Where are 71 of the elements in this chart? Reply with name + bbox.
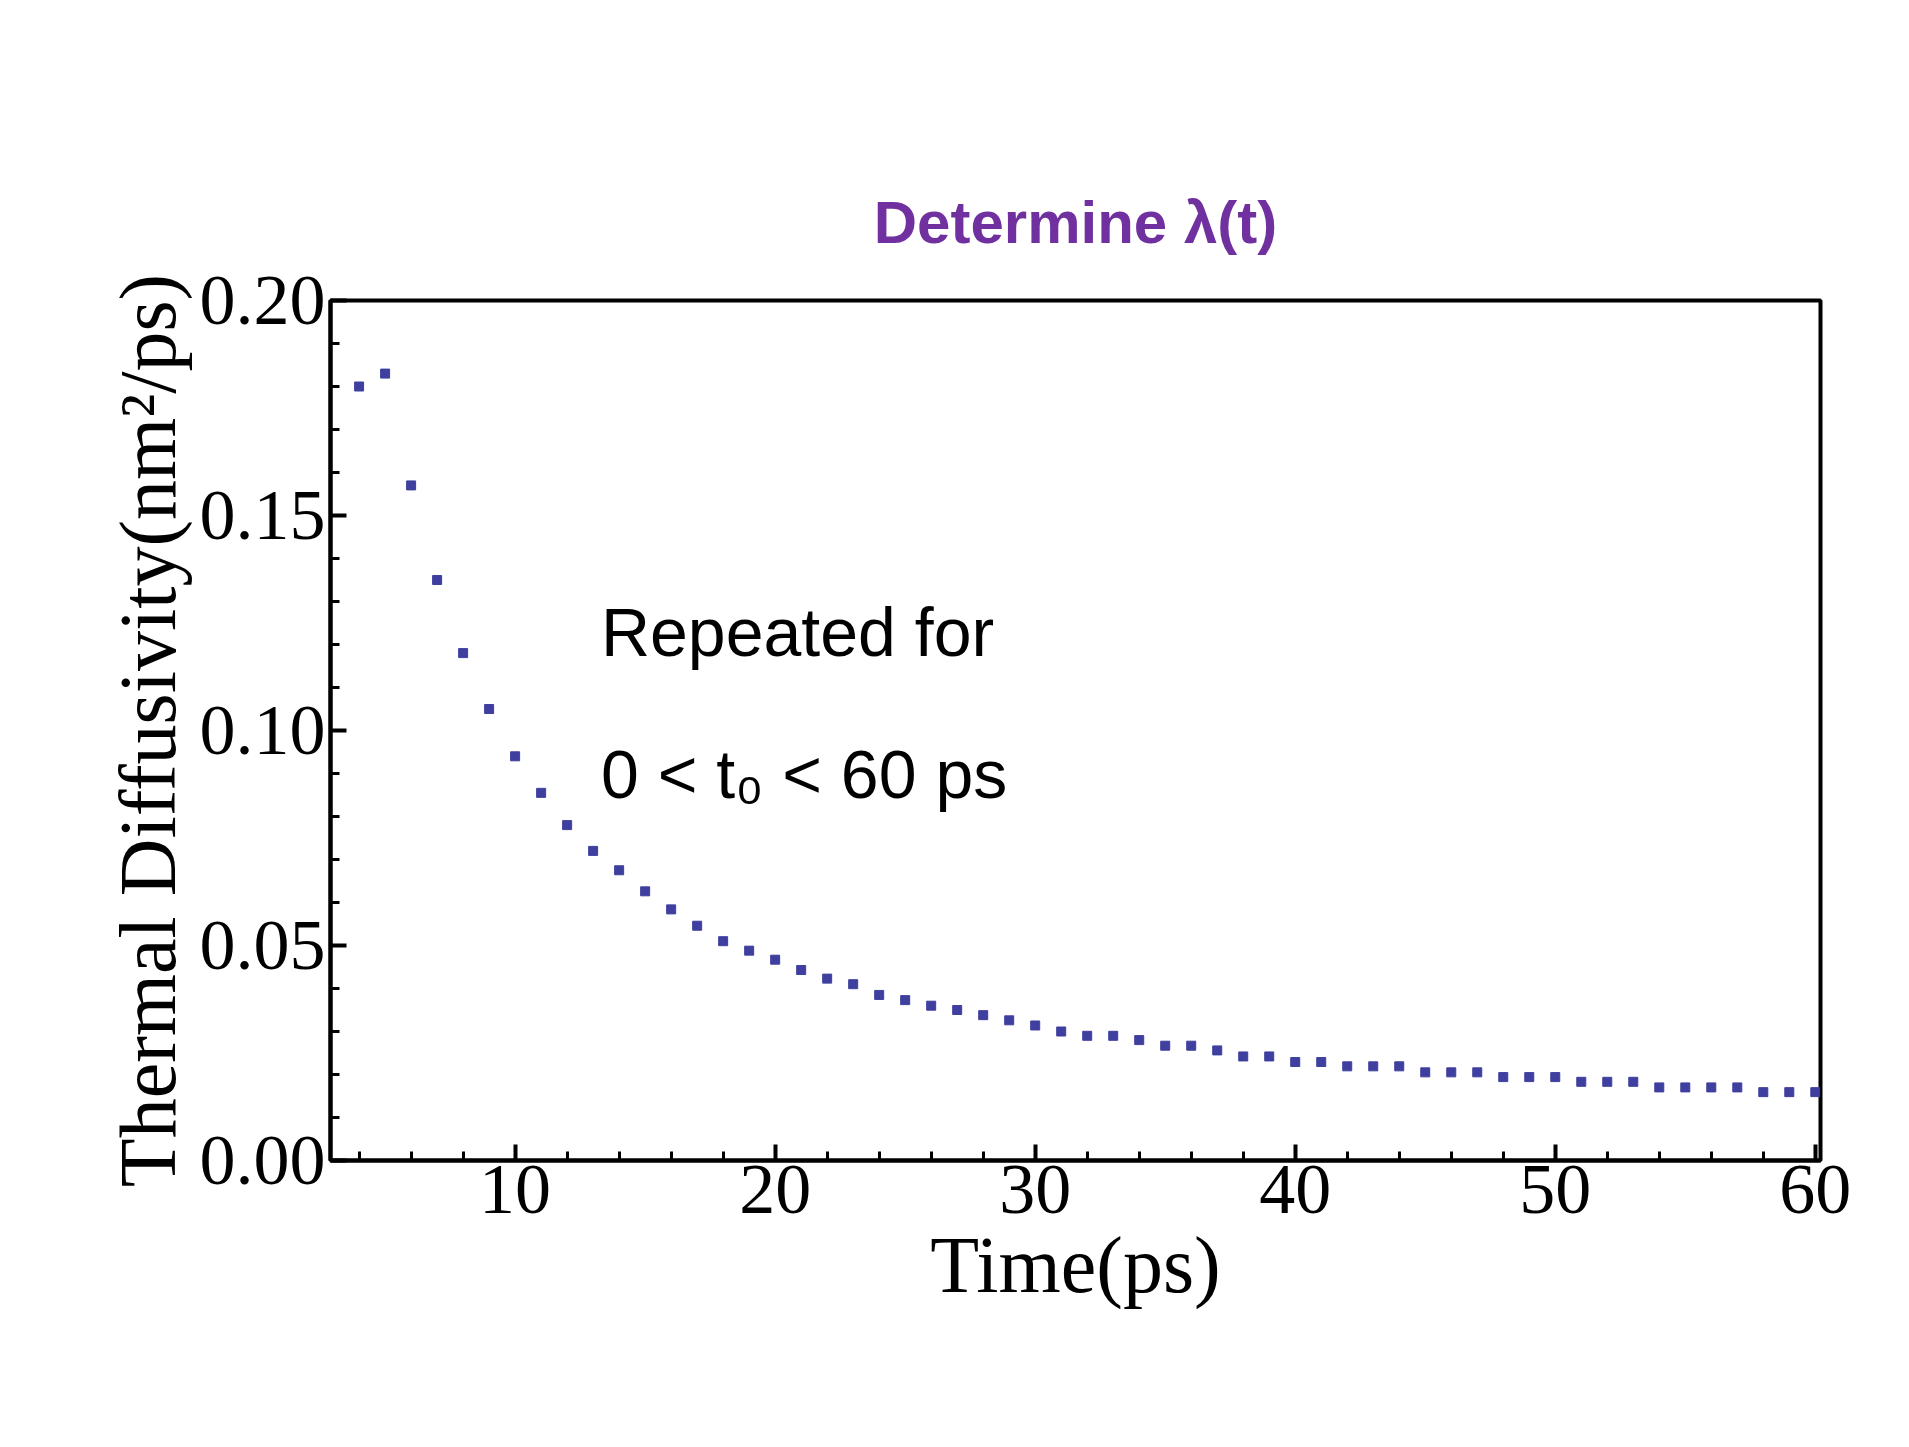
point [562, 820, 573, 831]
point [1550, 1072, 1561, 1083]
point [1160, 1040, 1171, 1051]
point [1394, 1061, 1405, 1072]
point [1186, 1040, 1197, 1051]
point [796, 965, 807, 976]
point [1758, 1087, 1769, 1098]
point [1628, 1076, 1639, 1087]
x-tick-label: 50 [1519, 1148, 1592, 1229]
point [510, 751, 521, 762]
point [1524, 1072, 1535, 1083]
point [588, 845, 599, 856]
point [614, 865, 625, 876]
point [1654, 1082, 1665, 1093]
point [380, 368, 391, 379]
point [458, 648, 469, 659]
annotation: Repeated for [600, 593, 995, 670]
point [926, 1000, 937, 1011]
point [536, 787, 547, 798]
point [354, 381, 365, 392]
point [1602, 1076, 1613, 1087]
point [1030, 1020, 1041, 1031]
point [744, 945, 755, 956]
point [1108, 1030, 1119, 1041]
point [874, 989, 885, 1000]
point [952, 1005, 963, 1015]
y-tick-label: 0.15 [199, 475, 326, 555]
point [1576, 1076, 1587, 1087]
y-tick-label: 0.00 [199, 1120, 326, 1200]
point [1004, 1015, 1015, 1026]
point [1290, 1057, 1301, 1068]
point [1316, 1057, 1327, 1068]
point [1446, 1067, 1457, 1078]
point [1498, 1072, 1509, 1083]
y-tick-label: 0.20 [199, 260, 326, 340]
point [1082, 1030, 1093, 1041]
annotation: 0 < t₀ < 60 ps [600, 735, 1008, 812]
point [1238, 1051, 1249, 1062]
point [1212, 1045, 1223, 1056]
point [1680, 1082, 1691, 1093]
point [1784, 1087, 1795, 1098]
y-tick-label: 0.05 [199, 905, 326, 985]
point [900, 995, 911, 1006]
point [1368, 1061, 1379, 1072]
y-tick-label: 0.10 [199, 690, 326, 770]
point [640, 886, 651, 897]
point [1134, 1035, 1145, 1046]
x-tick-label: 10 [479, 1148, 552, 1229]
point [822, 973, 833, 984]
point [1056, 1026, 1067, 1037]
point [718, 936, 729, 947]
point [978, 1010, 989, 1021]
point [848, 979, 859, 990]
point [484, 704, 495, 714]
point [1472, 1067, 1483, 1078]
point [1264, 1051, 1275, 1062]
point [406, 480, 417, 491]
x-tick-label: 60 [1779, 1148, 1852, 1229]
point [666, 904, 677, 915]
y-axis-title: Thermal Diffusivity(nm²/ps) [103, 273, 193, 1188]
chart-title: Determine λ(t) [873, 188, 1278, 256]
point [692, 920, 703, 931]
point [1420, 1067, 1431, 1078]
point [770, 954, 781, 965]
x-tick-label: 20 [739, 1148, 812, 1229]
point [432, 575, 443, 585]
point [1342, 1061, 1353, 1072]
point [1732, 1082, 1743, 1093]
point [1706, 1082, 1717, 1093]
point [1810, 1087, 1821, 1098]
x-tick-label: 40 [1259, 1148, 1332, 1229]
